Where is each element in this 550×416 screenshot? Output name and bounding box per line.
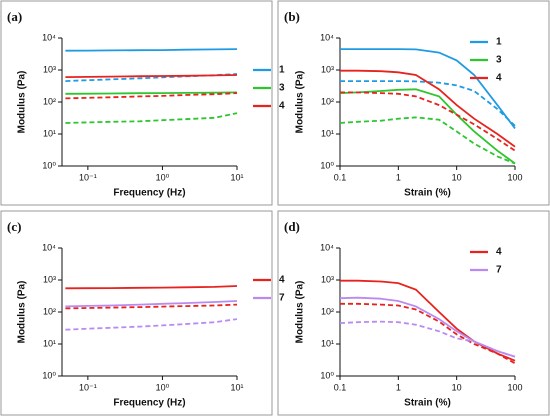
y-tick-label: 10²	[321, 306, 334, 316]
y-tick-label: 10³	[43, 64, 56, 74]
x-tick-label: 1	[396, 382, 401, 392]
y-tick-label: 10¹	[321, 338, 334, 348]
x-axis-title: Strain (%)	[404, 398, 451, 409]
legend-label: 7	[496, 265, 502, 276]
y-tick-label: 10¹	[43, 128, 56, 138]
x-tick-label: 0.1	[334, 172, 347, 182]
panel-label: (c)	[7, 219, 21, 234]
series-line	[340, 91, 516, 152]
x-tick-label: 10	[452, 172, 462, 182]
series-line	[65, 91, 238, 95]
panel-label: (b)	[284, 9, 300, 24]
y-axis-title: Modulus (Pa)	[17, 281, 28, 344]
y-tick-label: 10⁰	[42, 160, 56, 170]
panel-frame	[277, 210, 550, 416]
x-tick-label: 10⁰	[156, 382, 170, 392]
series-line	[65, 112, 238, 124]
series-line	[340, 69, 516, 148]
y-tick-label: 10²	[321, 96, 334, 106]
y-axis-title: Modulus (Pa)	[17, 71, 28, 134]
legend-label: 1	[496, 37, 502, 48]
panel-frame	[277, 0, 550, 206]
x-tick-label: 10⁻¹	[79, 382, 97, 392]
legend-label: 4	[279, 101, 285, 112]
y-tick-label: 10³	[43, 274, 56, 284]
x-tick-label: 10¹	[230, 172, 243, 182]
x-tick-label: 100	[507, 382, 522, 392]
panel-label: (d)	[284, 219, 300, 234]
series-line	[340, 279, 516, 362]
x-tick-label: 1	[396, 172, 401, 182]
x-tick-label: 100	[507, 172, 522, 182]
series-line	[340, 80, 516, 127]
legend-label: 4	[496, 247, 502, 258]
y-tick-label: 10⁴	[42, 242, 56, 252]
series-line	[339, 116, 516, 165]
legend-label: 4	[279, 275, 285, 286]
legend-label: 3	[279, 83, 285, 94]
series-line	[340, 302, 516, 365]
y-tick-label: 10¹	[321, 128, 334, 138]
x-tick-label: 0.1	[334, 382, 347, 392]
series-line	[65, 48, 238, 52]
series-line	[339, 88, 516, 165]
x-tick-label: 10⁰	[156, 172, 170, 182]
y-axis-title: Modulus (Pa)	[295, 71, 306, 134]
x-axis-title: Strain (%)	[404, 188, 451, 199]
y-tick-label: 10⁴	[320, 32, 334, 42]
legend-label: 1	[279, 65, 285, 76]
y-tick-label: 10¹	[43, 338, 56, 348]
series-line	[65, 318, 238, 331]
x-axis-title: Frequency (Hz)	[113, 188, 185, 199]
y-tick-label: 10³	[321, 64, 334, 74]
legend-label: 3	[496, 55, 502, 66]
series-line	[65, 300, 238, 308]
series-line	[65, 285, 238, 290]
panel-frame	[0, 210, 273, 416]
series-line	[65, 303, 238, 310]
y-tick-label: 10⁰	[320, 160, 334, 170]
legend-label: 4	[496, 73, 502, 84]
y-tick-label: 10³	[321, 274, 334, 284]
y-tick-label: 10⁰	[42, 370, 56, 380]
y-tick-label: 10²	[43, 96, 56, 106]
x-tick-label: 10	[452, 382, 462, 392]
y-tick-label: 10⁰	[320, 370, 334, 380]
panel-label: (a)	[7, 9, 22, 24]
series-line	[339, 296, 516, 358]
x-tick-label: 10⁻¹	[79, 172, 97, 182]
series-line	[65, 74, 238, 78]
x-tick-label: 10¹	[230, 382, 243, 392]
legend-label: 7	[279, 293, 285, 304]
series-line	[340, 48, 516, 129]
series-line	[65, 92, 238, 100]
y-tick-label: 10⁴	[320, 242, 334, 252]
x-axis-title: Frequency (Hz)	[113, 398, 185, 409]
y-tick-label: 10²	[43, 306, 56, 316]
y-tick-label: 10⁴	[42, 32, 56, 42]
y-axis-title: Modulus (Pa)	[295, 281, 306, 344]
series-line	[339, 320, 516, 358]
panel-frame	[0, 0, 273, 206]
